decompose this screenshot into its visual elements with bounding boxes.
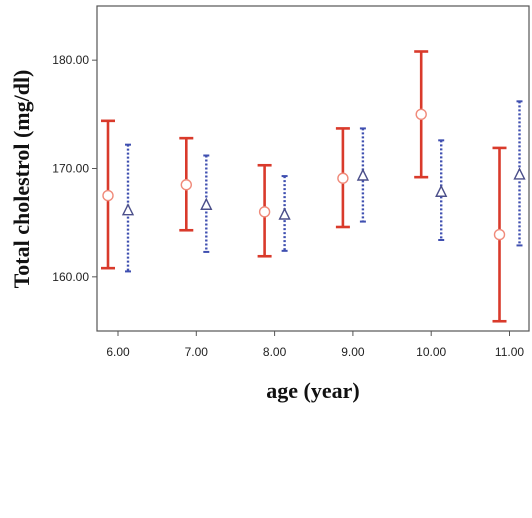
- mean-point-circle: [337, 172, 349, 184]
- y-axis: 160.00 170.00 180.00: [52, 53, 97, 284]
- x-axis: 6.00 7.00 8.00 9.00 10.00 11.00: [106, 331, 524, 359]
- mean-point-circle: [180, 179, 193, 191]
- y-tick-label: 170.00: [52, 162, 89, 176]
- mean-point-triangle: [200, 197, 213, 210]
- mean-point-triangle: [513, 167, 526, 180]
- mean-point-circle: [258, 206, 271, 218]
- y-axis-title: Total cholestrol (mg/dl): [9, 70, 34, 289]
- x-tick-label: 8.00: [263, 345, 287, 359]
- x-axis-title: age (year): [266, 378, 359, 403]
- mean-point-triangle: [278, 207, 291, 220]
- x-tick-label: 9.00: [341, 345, 365, 359]
- mean-point-triangle: [121, 203, 135, 216]
- mean-point-triangle: [435, 184, 448, 197]
- mean-point-triangle: [356, 168, 370, 181]
- x-tick-label: 6.00: [106, 345, 130, 359]
- y-tick-label: 180.00: [52, 53, 89, 67]
- x-tick-label: 7.00: [185, 345, 209, 359]
- y-tick-label: 160.00: [52, 270, 89, 284]
- mean-point-circle: [493, 228, 506, 241]
- x-tick-label: 11.00: [495, 345, 524, 359]
- mean-point-circle: [102, 189, 114, 202]
- mean-point-circle: [415, 108, 427, 121]
- x-tick-label: 10.00: [416, 345, 446, 359]
- plot-marks: [101, 50, 526, 323]
- plot-frame: [96, 5, 530, 332]
